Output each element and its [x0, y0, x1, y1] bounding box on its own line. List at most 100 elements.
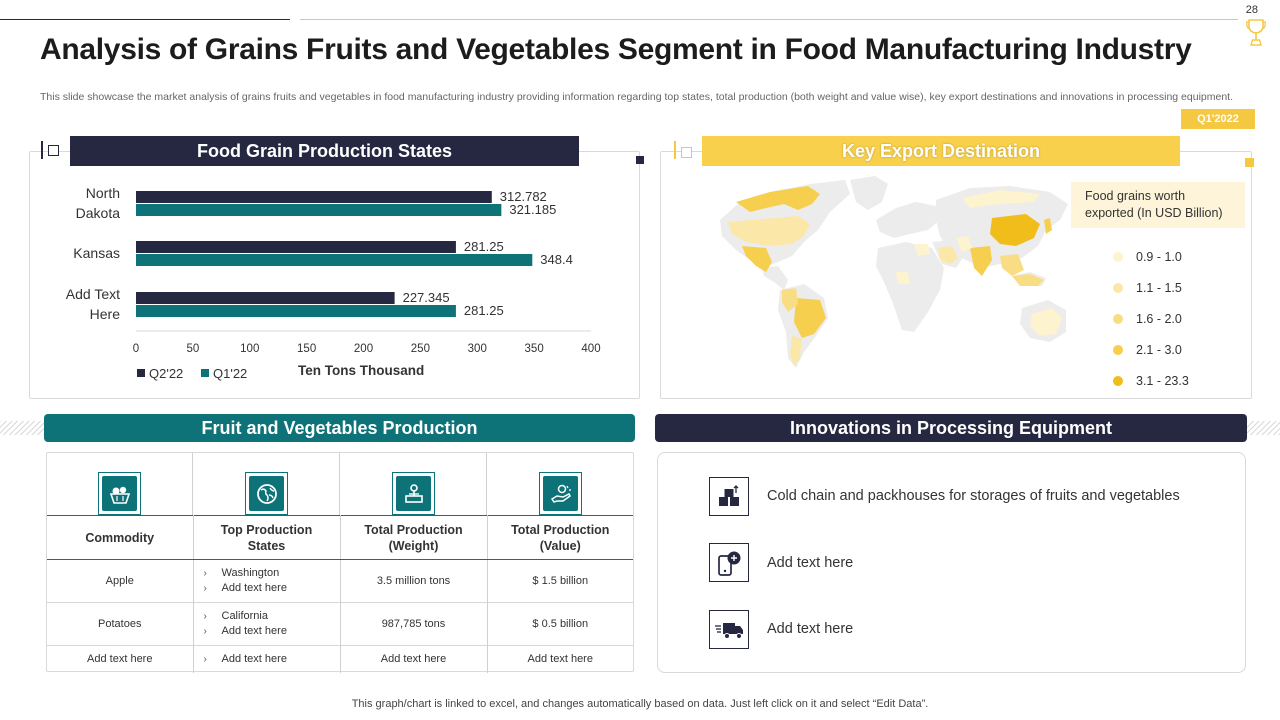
legend-swatch [1113, 282, 1123, 293]
page-title: Analysis of Grains Fruits and Vegetables… [40, 33, 1192, 66]
data-label: 227.345 [403, 290, 450, 305]
trophy-icon [1246, 19, 1266, 46]
header-total-value: Total Production (Value) [487, 515, 633, 560]
x-tick-label: 150 [297, 343, 316, 355]
cell-commodity: Apple [47, 559, 194, 603]
header-top-states: Top Production States [193, 515, 341, 560]
x-tick-label: 50 [186, 343, 199, 355]
cell-weight: Add text here [340, 645, 488, 673]
cell-states: › Add text here [193, 645, 341, 673]
chevron-right-icon: › [203, 611, 207, 622]
innovation-item-text: Add text here [767, 555, 854, 571]
chevron-right-icon: › [203, 583, 207, 594]
panel-accent-bar-yellow [674, 141, 676, 159]
export-highlights [728, 186, 1062, 366]
category-label: North [86, 185, 120, 201]
icon-cell [47, 453, 193, 515]
page-subtitle: This slide showcase the market analysis … [40, 91, 1234, 103]
panel-corner-marker-yellow [1245, 158, 1254, 167]
state-item: Add text here [221, 652, 287, 665]
header-line: Top Production [220, 522, 313, 537]
x-tick-label: 400 [581, 343, 600, 355]
export-legend-title-box: Food grains worth exported (In USD Billi… [1071, 182, 1245, 228]
icon-cell [193, 453, 340, 515]
grain-panel-heading: Food Grain Production States [70, 136, 579, 166]
cell-states: › California › Add text here [193, 602, 341, 646]
innovation-panel-heading: Innovations in Processing Equipment [655, 414, 1247, 442]
state-item: Washington [221, 567, 280, 579]
export-legend: 0.9 - 1.0 1.1 - 1.5 1.6 - 2.0 2.1 - 3.0 … [1113, 241, 1189, 396]
bar-q1 [136, 204, 502, 216]
legend-swatch [1113, 344, 1123, 355]
x-tick-label: 0 [133, 343, 139, 355]
legend-label: 2.1 - 3.0 [1136, 342, 1182, 357]
header-commodity: Commodity [47, 515, 194, 560]
header-line: (Weight) [388, 538, 439, 553]
cell-value: $ 0.5 billion [487, 602, 633, 646]
bar-q1 [136, 305, 456, 317]
chevron-right-icon: › [203, 568, 207, 579]
export-legend-title-line2: exported (In USD Billion) [1085, 206, 1223, 220]
table-row: Add text here › Add text here Add text he… [47, 645, 633, 673]
mobile-chat-icon [709, 543, 749, 582]
data-label: 281.25 [464, 303, 504, 318]
legend-item: 0.9 - 1.0 [1113, 241, 1189, 272]
x-tick-label: 100 [240, 343, 259, 355]
footer-note: This graph/chart is linked to excel, and… [351, 698, 929, 710]
bar-q2 [136, 241, 456, 253]
innovation-panel [657, 452, 1246, 673]
icon-cell [340, 453, 487, 515]
cell-states: › Washington › Add text here [193, 559, 341, 603]
chevron-right-icon: › [203, 653, 207, 665]
quarter-badge: Q1'2022 [1181, 109, 1255, 129]
legend-label: Q1'22 [213, 366, 247, 381]
header-line: Total Production [511, 522, 610, 537]
legend-label: Q2'22 [149, 366, 183, 381]
table-row: Apple › Washington › Add text here 3.5 mil… [47, 559, 633, 603]
legend-label: 1.1 - 1.5 [1136, 280, 1182, 295]
x-tick-label: 350 [525, 343, 544, 355]
category-label: Kansas [73, 245, 120, 261]
cell-commodity: Potatoes [47, 602, 194, 646]
state-item: Add text here [221, 582, 287, 594]
apple-basket-icon [98, 472, 141, 515]
data-label: 312.782 [500, 189, 547, 204]
legend-item: 3.1 - 23.3 [1113, 365, 1189, 396]
cell-weight: 3.5 million tons [340, 559, 488, 603]
cell-value: Add text here [487, 645, 633, 673]
legend-label: 1.6 - 2.0 [1136, 311, 1182, 326]
legend-swatch [1113, 313, 1123, 324]
state-item: Add text here [221, 625, 287, 637]
table-header-row: Commodity Top Production States Total Pr… [47, 515, 633, 560]
decorative-stripes-left [0, 421, 44, 435]
fruit-vegetable-table: Commodity Top Production States Total Pr… [47, 515, 633, 673]
category-label: Here [90, 306, 121, 322]
x-axis-title: Ten Tons Thousand [298, 363, 424, 378]
data-label: 281.25 [464, 239, 504, 254]
legend-item: 1.6 - 2.0 [1113, 303, 1189, 334]
legend-label: 3.1 - 23.3 [1136, 373, 1189, 388]
header-total-weight: Total Production (Weight) [340, 515, 488, 560]
cold-storage-boxes-icon [709, 477, 749, 516]
hand-value-icon [539, 472, 582, 515]
header-divider-left [0, 19, 290, 20]
fruit-panel-heading: Fruit and Vegetables Production [44, 414, 635, 442]
header-line: States [247, 538, 286, 553]
world-map [720, 176, 1068, 368]
weight-scale-icon [392, 472, 435, 515]
x-tick-label: 300 [468, 343, 487, 355]
cell-weight: 987,785 tons [340, 602, 488, 646]
header-line: (Value) [539, 538, 581, 553]
page-number: 28 [1245, 4, 1258, 16]
panel-accent-bar [41, 141, 43, 159]
header-divider-right [300, 19, 1238, 20]
legend-swatch [1113, 251, 1123, 262]
header-line: Total Production [364, 522, 463, 537]
decorative-stripes-right [1247, 421, 1280, 435]
data-label: 348.4 [540, 252, 573, 267]
legend-swatch [201, 369, 209, 377]
category-label: Add Text [66, 286, 120, 302]
innovation-item-text: Add text here [767, 621, 854, 637]
export-legend-title-line1: Food grains worth [1085, 189, 1186, 203]
